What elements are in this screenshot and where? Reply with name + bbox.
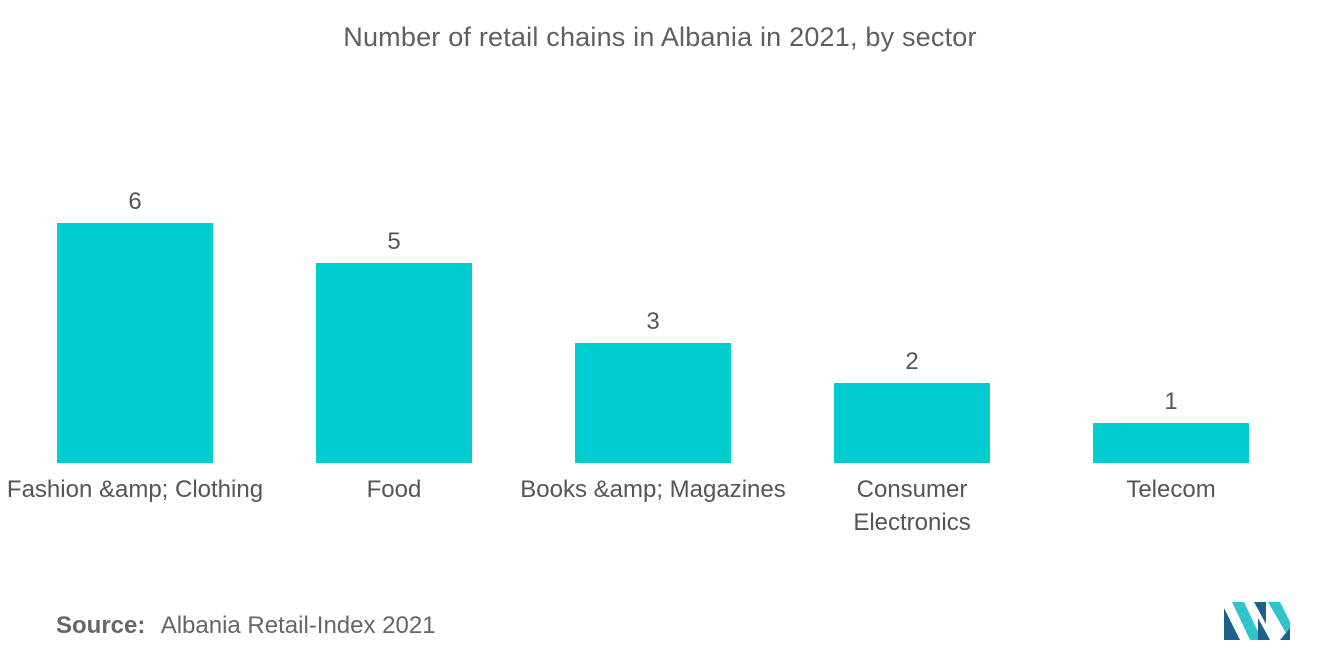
bar-chart: 6 Fashion &amp; Clothing 5 Food 3 Books &amp;…	[7, 188, 1249, 536]
mordor-intelligence-logo-icon	[1224, 602, 1290, 640]
source-label: Source:	[56, 612, 146, 639]
data-label-2: 3	[646, 308, 659, 335]
category-label-0: Fashion &amp; Clothing	[7, 476, 263, 503]
data-label-4: 1	[1164, 388, 1177, 415]
source-footer: Source: Albania Retail-Index 2021	[56, 612, 436, 640]
data-label-0: 6	[128, 188, 141, 215]
category-label-3-line-0: Consumer	[857, 476, 968, 503]
category-label-1: Food	[367, 476, 422, 503]
bar-4	[1093, 423, 1249, 463]
data-label-3: 2	[905, 348, 918, 375]
bar-3	[834, 383, 990, 463]
bar-0	[57, 223, 213, 463]
chart-title: Number of retail chains in Albania in 20…	[343, 22, 977, 52]
bar-2	[575, 343, 731, 463]
data-label-1: 5	[387, 228, 400, 255]
category-label-3-line-1: Electronics	[853, 509, 970, 536]
category-label-2: Books &amp; Magazines	[520, 476, 785, 503]
source-text: Albania Retail-Index 2021	[160, 612, 436, 639]
bar-1	[316, 263, 472, 463]
category-label-4: Telecom	[1126, 476, 1215, 503]
